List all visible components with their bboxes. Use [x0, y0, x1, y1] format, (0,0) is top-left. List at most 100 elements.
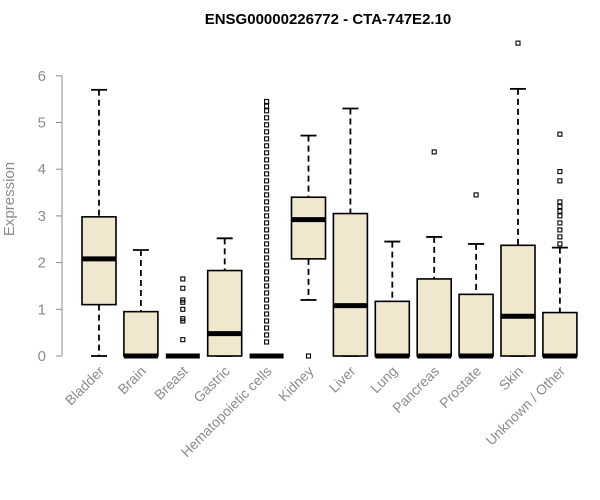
outlier-point: [264, 241, 270, 247]
outlier-point: [264, 171, 270, 177]
box-group: [81, 88, 117, 357]
outlier-point: [180, 306, 186, 312]
box-group: [290, 134, 327, 359]
box-group: [458, 192, 494, 359]
box-group: [416, 149, 453, 359]
outlier-point: [473, 192, 479, 198]
y-axis-label: Expression: [1, 162, 18, 236]
y-tick-label: 5: [38, 115, 46, 132]
box-group: [542, 131, 578, 359]
outlier-point: [264, 276, 270, 282]
x-tick-label: Skin: [496, 363, 527, 394]
x-tick-label: Brain: [115, 363, 149, 397]
outlier-point: [180, 285, 186, 291]
box: [332, 212, 369, 357]
y-axis: 0 1 2 3 4 5 6: [38, 68, 63, 365]
outlier-point: [264, 304, 270, 310]
box: [374, 300, 411, 357]
outlier-point: [431, 149, 437, 155]
box: [290, 196, 327, 260]
outlier-point: [264, 129, 270, 135]
box: [500, 244, 536, 357]
outlier-point: [557, 199, 563, 205]
outlier-point: [264, 262, 270, 268]
box: [123, 310, 159, 357]
box: [416, 278, 453, 357]
outlier-point: [305, 353, 312, 359]
outlier-point: [264, 136, 270, 142]
box: [458, 293, 494, 357]
x-tick-label: Prostate: [436, 363, 484, 411]
outlier-point: [557, 220, 563, 226]
outlier-point: [180, 337, 186, 343]
box-group: [374, 240, 411, 359]
plot-area: [81, 40, 578, 359]
outlier-point: [264, 108, 270, 114]
outlier-point: [264, 143, 270, 149]
outlier-point: [264, 206, 270, 212]
y-tick-label: 0: [38, 348, 46, 365]
x-tick-label: Unknown / Other: [482, 363, 568, 449]
outlier-point: [180, 316, 186, 322]
outlier-point: [264, 192, 270, 198]
outlier-point: [264, 297, 270, 303]
outlier-point: [264, 269, 270, 275]
box-group: [165, 276, 200, 359]
outlier-point: [264, 199, 270, 205]
box-group: [123, 249, 159, 359]
x-tick-label: Kidney: [275, 363, 317, 405]
outlier-point: [264, 311, 270, 317]
box-group: [500, 40, 536, 357]
y-tick-label: 4: [38, 161, 46, 178]
y-tick-label: 6: [38, 68, 46, 85]
box: [542, 311, 578, 357]
outlier-point: [264, 318, 270, 324]
outlier-point: [557, 234, 563, 240]
outlier-point: [264, 185, 270, 191]
outlier-point: [264, 164, 270, 170]
outlier-point: [557, 168, 563, 175]
outlier-point: [180, 276, 186, 282]
outlier-point: [515, 40, 521, 46]
x-tick-label: Bladder: [62, 363, 108, 409]
outlier-point: [264, 234, 270, 240]
outlier-point: [264, 98, 270, 105]
outlier-point: [557, 131, 563, 137]
outlier-point: [264, 115, 270, 121]
outlier-point: [264, 213, 270, 219]
y-tick-label: 1: [38, 301, 46, 318]
x-tick-label: Pancreas: [389, 363, 442, 416]
outlier-point: [264, 332, 270, 338]
outlier-point: [264, 290, 270, 296]
outlier-point: [264, 220, 270, 226]
outlier-point: [180, 297, 186, 303]
box-group: [249, 98, 284, 359]
x-tick-label: Breast: [151, 363, 191, 403]
outlier-point: [557, 213, 563, 219]
outlier-point: [557, 227, 563, 233]
outlier-point: [264, 150, 270, 156]
outlier-point: [264, 325, 270, 331]
x-tick-label: Lung: [367, 363, 400, 396]
box-group: [206, 237, 243, 357]
outlier-point: [264, 122, 270, 128]
outlier-point: [264, 248, 270, 254]
box-group: [332, 107, 369, 357]
y-tick-label: 3: [38, 208, 46, 225]
outlier-point: [557, 204, 563, 210]
x-tick-label: Liver: [326, 363, 359, 396]
outlier-point: [264, 103, 270, 109]
chart-title: ENSG00000226772 - CTA-747E2.10: [205, 11, 452, 28]
box: [206, 269, 243, 357]
outlier-point: [557, 178, 563, 184]
outlier-point: [264, 255, 270, 261]
outlier-point: [264, 178, 270, 184]
y-tick-label: 2: [38, 255, 46, 272]
outlier-point: [264, 227, 270, 233]
outlier-point: [557, 208, 563, 214]
outlier-point: [264, 283, 270, 289]
outlier-point: [557, 241, 563, 247]
outlier-point: [264, 157, 270, 163]
